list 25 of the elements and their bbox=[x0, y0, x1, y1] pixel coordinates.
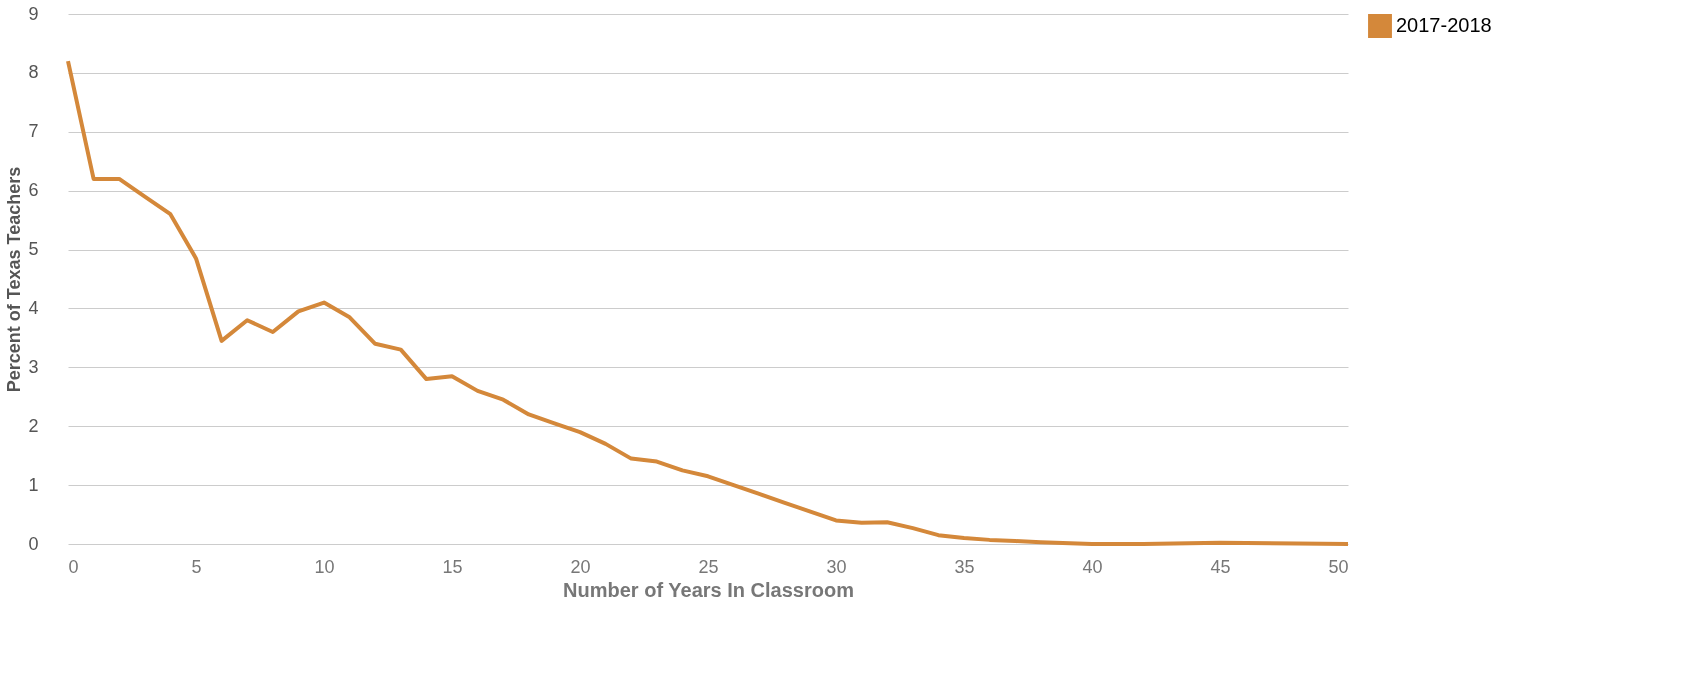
y-tick-label: 1 bbox=[28, 474, 39, 495]
x-tick-label: 45 bbox=[1210, 556, 1231, 577]
y-tick-label: 7 bbox=[28, 121, 39, 142]
y-tick-label: 5 bbox=[28, 239, 39, 260]
y-tick-label: 4 bbox=[28, 297, 39, 318]
x-tick-label: 20 bbox=[570, 556, 591, 577]
x-tick-label: 10 bbox=[314, 556, 335, 577]
y-axis-title: Percent of Texas Teachers bbox=[4, 166, 25, 393]
x-tick-label: 40 bbox=[1082, 556, 1103, 577]
x-tick-label: 25 bbox=[698, 556, 719, 577]
y-tick-label: 8 bbox=[28, 62, 39, 83]
x-tick-label: 30 bbox=[826, 556, 847, 577]
y-tick-label: 2 bbox=[28, 415, 39, 436]
y-tick-label: 3 bbox=[28, 356, 39, 377]
legend-label: 2017-2018 bbox=[1396, 14, 1492, 36]
x-tick-label: 0 bbox=[68, 556, 79, 577]
x-tick-label: 5 bbox=[191, 556, 202, 577]
x-tick-label: 50 bbox=[1328, 556, 1349, 577]
y-tick-label: 9 bbox=[28, 3, 39, 24]
x-tick-label: 15 bbox=[442, 556, 463, 577]
x-tick-label: 35 bbox=[954, 556, 975, 577]
x-axis-title: Number of Years In Classroom bbox=[563, 578, 854, 601]
y-tick-label: 6 bbox=[28, 180, 39, 201]
line-series bbox=[66, 59, 1350, 546]
y-tick-label: 0 bbox=[28, 533, 39, 554]
